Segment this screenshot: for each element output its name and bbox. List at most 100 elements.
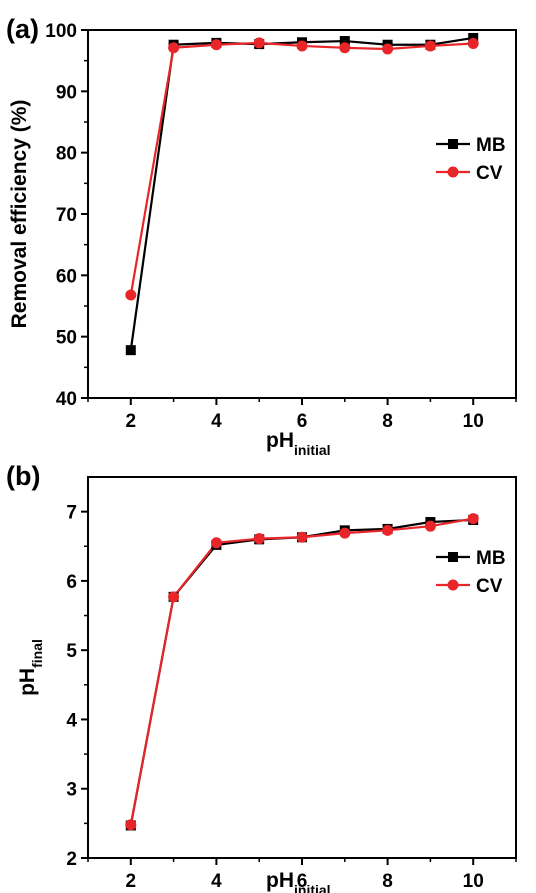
y-tick-label: 6 [66,572,77,593]
legend-label: CV [476,163,503,184]
x-tick-label: 8 [382,871,393,892]
legend-marker [448,552,458,562]
x-tick-label: 6 [297,871,308,892]
plot-frame [87,29,517,399]
y-tick-label: 3 [66,780,77,801]
data-point-cv [125,289,137,301]
x-tick-label: 6 [297,871,308,892]
data-point-cv [210,537,222,549]
series-line-cv [129,41,474,296]
y-tick-label: 100 [45,21,77,42]
y-tick-label: 7 [66,503,77,524]
y-axis-label: pHfinal [16,639,45,696]
data-point-cv [253,533,265,545]
x-tick-label: 6 [297,411,308,432]
x-tick-label: 10 [463,871,484,892]
x-tick-label: 10 [463,411,484,432]
y-tick-label: 70 [56,205,77,226]
y-tick-label: 50 [56,328,77,349]
y-tick-label: 40 [56,389,77,410]
panel-label: (a) [6,14,39,44]
data-point-cv [253,37,265,49]
x-tick-label: 8 [382,411,393,432]
y-tick-label: 50 [56,328,77,349]
x-axis-label-sub: initial [294,882,331,893]
data-point-cv [296,40,308,52]
x-tick-label: 6 [297,411,308,432]
x-tick-label: 4 [211,411,222,432]
x-tick-label: 4 [211,871,222,892]
y-axis-label-sub: final [29,639,45,668]
data-point-cv [424,520,436,532]
legend-label: CV [476,576,503,597]
x-tick-label: 4 [211,871,222,892]
legend-marker [447,579,459,591]
panel-label: (b) [6,461,40,491]
data-point-mb [125,345,136,356]
data-point-cv [424,40,436,52]
y-tick-label: 60 [56,266,77,287]
y-tick-label: 80 [56,144,77,165]
legend-marker [447,166,459,178]
x-tick-label: 2 [126,411,137,432]
series-line-cv [129,517,474,825]
y-tick-label: 5 [66,641,77,662]
data-point-cv [125,819,137,831]
series-line-mb [129,518,474,826]
data-point-cv [467,513,479,525]
data-point-cv [339,527,351,539]
legend-label: CV [476,163,503,184]
x-tick-label: 8 [382,871,393,892]
y-tick-label: 2 [66,849,77,870]
y-tick-label: 5 [66,641,77,662]
x-tick-label: 10 [463,411,484,432]
x-tick-label: 4 [211,411,222,432]
legend-label: MB [476,135,506,156]
data-point-cv [467,37,479,49]
x-axis-label: pHinitial [266,869,331,893]
y-axis-label-main: Removal efficiency (%) [8,100,31,329]
y-axis-label: Removal efficiency (%) [8,100,31,329]
y-tick-label: 2 [66,849,77,870]
y-tick-label: 60 [56,266,77,287]
y-tick-label: 100 [45,21,77,42]
x-tick-label: 10 [463,871,484,892]
data-point-cv [382,524,394,536]
y-tick-label: 3 [66,780,77,801]
data-point-mb [339,36,350,47]
data-point-cv [168,42,180,54]
y-tick-label: 90 [56,82,77,103]
data-point-cv [210,39,222,51]
data-point-mb [468,32,479,43]
legend-label: MB [476,548,506,569]
panel-label: (a) [6,14,39,44]
y-axis-label-main: pH [16,668,39,696]
y-tick-label: 70 [56,205,77,226]
data-point-cv [339,42,351,54]
legend-marker [448,139,458,149]
x-tick-label: 8 [382,411,393,432]
legend-label: MB [476,548,506,569]
y-tick-label: 4 [66,710,77,731]
x-axis-label: pHinitial [266,429,331,458]
data-point-cv [168,591,180,603]
legend-label: MB [476,135,506,156]
y-tick-label: 4 [66,710,77,731]
panel-label: (b) [6,461,40,491]
data-point-cv [382,43,394,55]
legend-label: CV [476,576,503,597]
y-tick-label: 40 [56,389,77,410]
x-axis-label-main: pH [266,429,294,452]
x-tick-label: 2 [126,411,137,432]
y-tick-label: 80 [56,144,77,165]
x-tick-label: 2 [126,871,137,892]
chart-panel-1: (a) 2 4 6 8 10 40 50 60 70 80 90 100 pHinitial Removal… [6,14,517,458]
y-tick-label: 90 [56,82,77,103]
x-tick-label: 2 [126,871,137,892]
x-axis-label-sub: initial [294,442,331,458]
series-line-mb [129,36,474,351]
y-tick-label: 6 [66,572,77,593]
y-tick-label: 7 [66,503,77,524]
